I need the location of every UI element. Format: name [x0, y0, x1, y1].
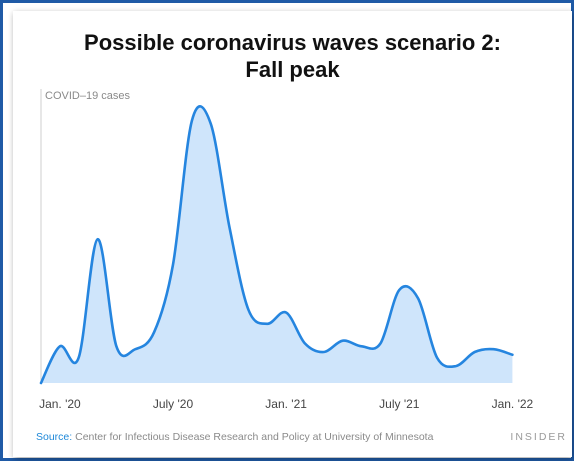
series-line: [39, 105, 514, 385]
series-area: [41, 106, 513, 383]
x-axis-ticks: Jan. '20 July '20 Jan. '21 July '21 Jan. '22: [39, 397, 533, 411]
x-tick-label: Jan. '22: [492, 397, 534, 411]
chart-title-line-1: Possible coronavirus waves scenario 2:: [84, 30, 501, 55]
source-label: Source:: [36, 431, 73, 443]
source-text: Center for Infectious Disease Research a…: [72, 431, 434, 443]
chart-card: Possible coronavirus waves scenario 2: F…: [13, 11, 572, 457]
x-tick-label: Jan. '21: [265, 397, 307, 411]
chart-title: Possible coronavirus waves scenario 2: F…: [13, 29, 572, 83]
brand-logo: INSIDER: [510, 431, 567, 443]
chart-title-line-2: Fall peak: [245, 57, 340, 82]
y-axis-label: COVID–19 cases: [45, 90, 130, 102]
x-tick-label: Jan. '20: [39, 397, 81, 411]
x-tick-label: July '21: [379, 397, 420, 411]
x-tick-label: July '20: [153, 397, 194, 411]
area-chart: COVID–19 cases Jan. '20 July '20 Jan. '21 J…: [39, 89, 534, 411]
source-note: Source: Center for Infectious Disease Re…: [36, 431, 433, 443]
